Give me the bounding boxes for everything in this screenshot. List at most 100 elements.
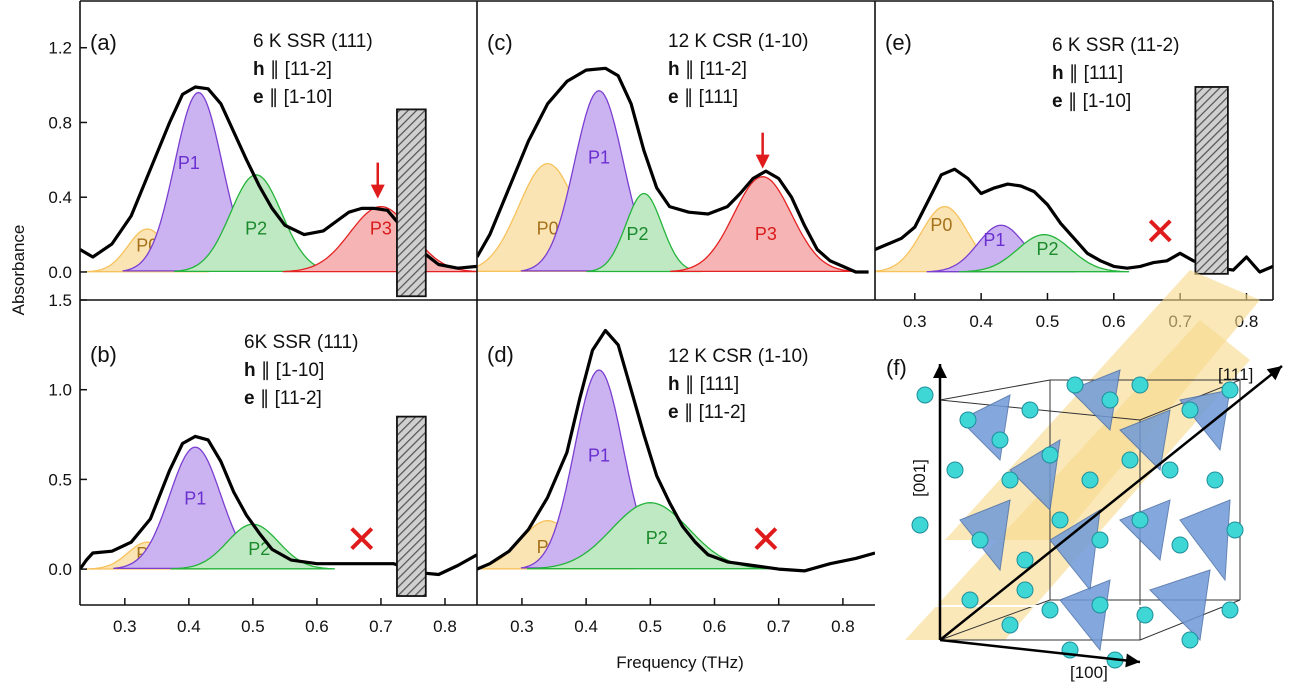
atom (916, 386, 934, 404)
atom (1001, 616, 1019, 634)
y-tick-label: 1.2 (48, 39, 72, 58)
x-tick-label: 0.5 (241, 617, 265, 636)
atom (1181, 401, 1199, 419)
y-tick-label: 0.0 (48, 560, 72, 579)
peak-label-p1: P1 (983, 230, 1005, 250)
x-tick-label: 0.3 (903, 312, 927, 331)
atom (1161, 461, 1179, 479)
atom (1041, 446, 1059, 464)
red-cross-marker (754, 527, 778, 551)
axis-111-arrow-shaft (939, 365, 1283, 641)
atom (1091, 596, 1109, 614)
axis-100-arrow-shaft (939, 638, 1141, 664)
tetrahedron (1149, 569, 1211, 642)
axis-100-arrow-head (1125, 653, 1140, 668)
atom (971, 531, 989, 549)
peak-label-p2: P2 (646, 528, 668, 548)
atom (1136, 606, 1154, 624)
info-title: 6 K SSR (11-2) (1052, 35, 1179, 56)
panel-letter: (a) (90, 30, 117, 55)
panel-c: P0 P1 P2 P3 (c) 12 K CSR (1-10) h ∥ [11-2] e ∥ … (477, 30, 869, 274)
x-tick-label: 0.7 (369, 617, 393, 636)
info-h-direction: h ∥ [11-2] (668, 59, 747, 80)
atom (1101, 391, 1119, 409)
peak-label-p1: P1 (588, 445, 610, 465)
info-e-direction: e ∥ [1-10] (253, 87, 332, 108)
x-tick-label: 0.7 (767, 617, 791, 636)
atom (1206, 471, 1224, 489)
y-tick-label: 1.0 (48, 381, 72, 400)
atom (946, 461, 964, 479)
atom (1091, 531, 1109, 549)
atom (1131, 376, 1149, 394)
peak-label-p2: P2 (1036, 239, 1058, 259)
axis-label-001: [001] (910, 459, 929, 497)
axis-label-111: [111] (1218, 365, 1253, 384)
peak-p2 (586, 192, 702, 273)
atom (961, 591, 979, 609)
info-title: 6 K SSR (111) (253, 31, 373, 52)
panel-letter: (c) (487, 30, 513, 55)
excluded-region-block (396, 415, 427, 597)
excluded-region-block (396, 108, 427, 298)
panel-letter: (d) (487, 342, 514, 367)
info-e-direction: e ∥ [11-2] (668, 402, 746, 423)
peak-label-p0: P0 (537, 219, 559, 239)
atom (911, 516, 929, 534)
peak-label-p1: P1 (588, 148, 610, 168)
peak-label-p1: P1 (184, 489, 206, 509)
axis-label-100: [100] (1070, 663, 1108, 682)
y-tick-label: 0.4 (48, 188, 72, 207)
x-tick-label: 0.4 (177, 617, 201, 636)
atom (1001, 471, 1019, 489)
panel-b: P0P1P20.00.51.01.50.30.40.50.60.70.8(b)6… (48, 291, 477, 636)
atom (1041, 601, 1059, 619)
y-tick-label: 0.8 (48, 113, 72, 132)
peak-label-p2: P2 (626, 224, 648, 244)
peak-label-p2: P2 (248, 539, 270, 559)
info-title: 12 K CSR (1-10) (668, 346, 808, 367)
x-tick-label: 0.6 (1102, 312, 1126, 331)
total-absorbance-curve (80, 85, 477, 270)
atom (1121, 451, 1139, 469)
atom (1181, 631, 1199, 649)
x-tick-label: 0.8 (831, 617, 855, 636)
atom (1221, 381, 1239, 399)
red-cross-marker (1148, 219, 1172, 243)
atom (1221, 601, 1239, 619)
x-tick-label: 0.5 (639, 617, 663, 636)
info-title: 12 K CSR (1-10) (668, 31, 808, 52)
inset-crystal-structure: (f) [001] [111] [100] (886, 270, 1283, 682)
total-absorbance-curve (477, 328, 875, 573)
atom (1016, 581, 1034, 599)
info-e-direction: e ∥ [1-10] (1052, 91, 1131, 112)
x-tick-label: 0.4 (969, 312, 993, 331)
y-tick-label: 1.5 (48, 291, 72, 310)
peak-label-p1: P1 (178, 153, 200, 173)
info-e-direction: e ∥ [11-2] (244, 388, 322, 409)
red-arrow-head (370, 184, 385, 199)
peak-p3 (670, 176, 856, 273)
atom (1016, 551, 1034, 569)
panel-letter: (b) (90, 342, 117, 367)
y-tick-label: 0.0 (48, 263, 72, 282)
red-arrow-head (755, 154, 770, 169)
info-e-direction: e ∥ [111] (668, 87, 738, 108)
atom (1171, 536, 1189, 554)
atom (1021, 401, 1039, 419)
x-tick-label: 0.3 (113, 617, 137, 636)
tetrahedron (1049, 509, 1101, 592)
peak-label-p0: P0 (930, 215, 952, 235)
info-title: 6K SSR (111) (244, 332, 358, 353)
atom (1081, 471, 1099, 489)
info-h-direction: h ∥ [11-2] (253, 59, 332, 80)
info-h-direction: h ∥ [111] (668, 374, 739, 395)
y-axis-title: Absorbance (9, 225, 28, 316)
panel-letter-f: (f) (886, 355, 907, 380)
red-cross-marker (350, 527, 374, 551)
x-tick-label: 0.6 (305, 617, 329, 636)
axis-111-arrow-head (1266, 366, 1282, 381)
